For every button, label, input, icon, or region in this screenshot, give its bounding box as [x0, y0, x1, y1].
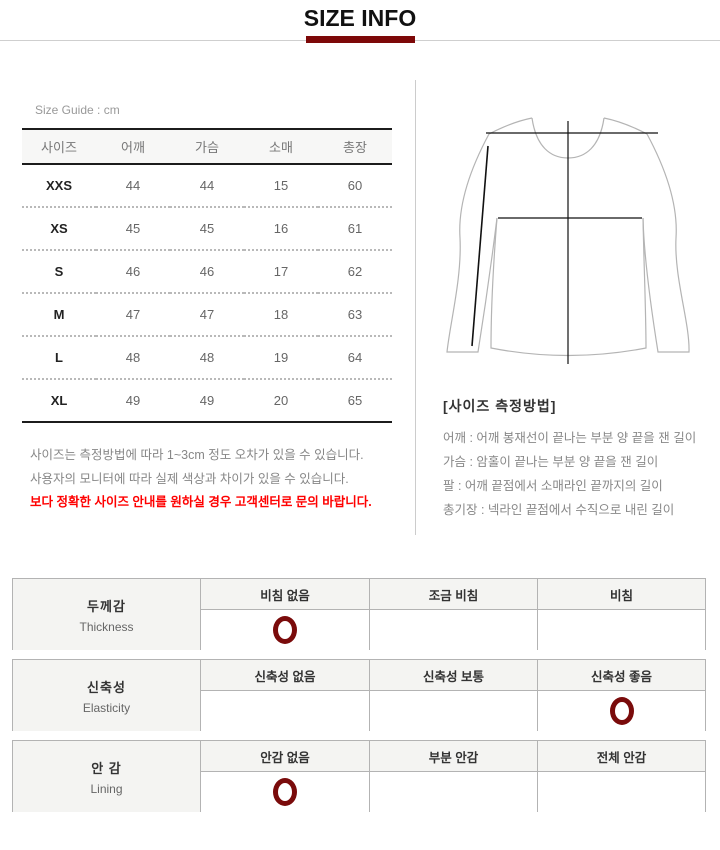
- value-cell: 45: [96, 207, 170, 251]
- size-table: 사이즈 어깨 가슴 소매 총장 XXS 44 44 15 60 XS 45 45…: [22, 128, 392, 423]
- value-cell: 46: [170, 250, 244, 294]
- value-cell: 62: [318, 250, 392, 294]
- lining-label-en: Lining: [90, 781, 123, 796]
- size-guide-unit-label: Size Guide : cm: [35, 103, 120, 117]
- value-cell: 18: [244, 293, 318, 337]
- col-header-chest: 가슴: [170, 128, 244, 165]
- elasticity-option-2: 신축성 좋음: [537, 660, 705, 690]
- value-cell: 60: [318, 164, 392, 208]
- table-row: S 46 46 17 62: [22, 250, 392, 294]
- value-cell: 65: [318, 379, 392, 423]
- value-cell: 63: [318, 293, 392, 337]
- value-cell: 44: [170, 164, 244, 208]
- value-cell: 45: [170, 207, 244, 251]
- lining-option-2: 전체 안감: [537, 741, 705, 771]
- column-divider-line: [415, 80, 416, 535]
- value-cell: 61: [318, 207, 392, 251]
- shirt-left-shoulder: [488, 117, 533, 135]
- value-cell: 48: [170, 336, 244, 380]
- sleeve-length-arrow: [471, 145, 489, 347]
- lining-label-cell: 안 감 Lining: [13, 741, 201, 812]
- value-cell: 15: [244, 164, 318, 208]
- elasticity-option-0: 신축성 없음: [201, 660, 369, 690]
- lining-mark-2: [537, 771, 705, 812]
- value-cell: 49: [170, 379, 244, 423]
- thickness-mark-1: [369, 609, 537, 650]
- shirt-left-sleeve: [446, 133, 498, 353]
- measure-arm: 팔 : 어깨 끝점에서 소매라인 끝까지의 길이: [443, 479, 663, 493]
- lining-mark-0: [201, 771, 369, 812]
- thickness-option-2: 비침: [537, 579, 705, 609]
- size-table-header-row: 사이즈 어깨 가슴 소매 총장: [22, 128, 392, 165]
- note-monitor: 사용자의 모니터에 따라 실제 색상과 차이가 있을 수 있습니다.: [30, 472, 349, 486]
- size-cell: XS: [22, 207, 96, 251]
- value-cell: 16: [244, 207, 318, 251]
- elasticity-label-en: Elasticity: [82, 700, 131, 715]
- value-cell: 20: [244, 379, 318, 423]
- lining-option-0: 안감 없음: [201, 741, 369, 771]
- value-cell: 64: [318, 336, 392, 380]
- value-cell: 19: [244, 336, 318, 380]
- size-cell: XL: [22, 379, 96, 423]
- thickness-mark-0: [201, 609, 369, 650]
- thickness-label-cell: 두께감 Thickness: [13, 579, 201, 650]
- shirt-right-sleeve: [642, 133, 690, 353]
- col-header-shoulder: 어깨: [96, 128, 170, 165]
- value-cell: 49: [96, 379, 170, 423]
- lining-mark-1: [369, 771, 537, 812]
- thickness-table: 두께감 Thickness 비침 없음 조금 비침 비침: [12, 578, 706, 650]
- table-row: XS 45 45 16 61: [22, 207, 392, 251]
- value-cell: 48: [96, 336, 170, 380]
- value-cell: 47: [170, 293, 244, 337]
- elasticity-mark-1: [369, 690, 537, 731]
- col-header-size: 사이즈: [22, 128, 96, 165]
- title-accent-bar: [306, 36, 415, 43]
- note-tolerance: 사이즈는 측정방법에 따라 1~3cm 정도 오차가 있을 수 있습니다.: [30, 448, 364, 462]
- shirt-right-shoulder: [603, 117, 648, 135]
- shirt-measurement-diagram: [446, 117, 690, 364]
- thickness-option-0: 비침 없음: [201, 579, 369, 609]
- thickness-option-1: 조금 비침: [369, 579, 537, 609]
- elasticity-label-cell: 신축성 Elasticity: [13, 660, 201, 731]
- elasticity-label-ko: 신축성: [87, 679, 126, 695]
- table-row: XL 49 49 20 65: [22, 379, 392, 423]
- value-cell: 47: [96, 293, 170, 337]
- size-cell: L: [22, 336, 96, 380]
- value-cell: 44: [96, 164, 170, 208]
- selected-ring-icon: [609, 697, 634, 725]
- value-cell: 17: [244, 250, 318, 294]
- thickness-label-en: Thickness: [79, 619, 134, 634]
- size-cell: M: [22, 293, 96, 337]
- thickness-label-ko: 두께감: [87, 598, 126, 614]
- table-row: L 48 48 19 64: [22, 336, 392, 380]
- measure-shoulder: 어깨 : 어깨 봉재선이 끝나는 부분 양 끝을 잰 길이: [443, 431, 697, 445]
- elasticity-mark-0: [201, 690, 369, 731]
- elasticity-option-1: 신축성 보통: [369, 660, 537, 690]
- elasticity-table: 신축성 Elasticity 신축성 없음 신축성 보통 신축성 좋음: [12, 659, 706, 731]
- page-title: SIZE INFO: [303, 5, 417, 31]
- col-header-length: 총장: [318, 128, 392, 165]
- col-header-sleeve: 소매: [244, 128, 318, 165]
- selected-ring-icon: [273, 616, 297, 644]
- measure-length: 총기장 : 넥라인 끝점에서 수직으로 내린 길이: [443, 503, 675, 517]
- selected-ring-icon: [273, 778, 297, 806]
- measure-chest: 가슴 : 암홀이 끝나는 부분 양 끝을 잰 길이: [443, 455, 659, 469]
- note-contact: 보다 정확한 사이즈 안내를 원하실 경우 고객센터로 문의 바랍니다.: [30, 495, 372, 509]
- table-row: M 47 47 18 63: [22, 293, 392, 337]
- thickness-mark-2: [537, 609, 705, 650]
- value-cell: 46: [96, 250, 170, 294]
- elasticity-mark-2: [537, 690, 705, 731]
- lining-option-1: 부분 안감: [369, 741, 537, 771]
- table-row: XXS 44 44 15 60: [22, 164, 392, 208]
- lining-table: 안 감 Lining 안감 없음 부분 안감 전체 안감: [12, 740, 706, 812]
- lining-label-ko: 안 감: [91, 760, 122, 776]
- size-cell: XXS: [22, 164, 96, 208]
- measurement-method-title: [사이즈 측정방법]: [443, 398, 557, 414]
- size-cell: S: [22, 250, 96, 294]
